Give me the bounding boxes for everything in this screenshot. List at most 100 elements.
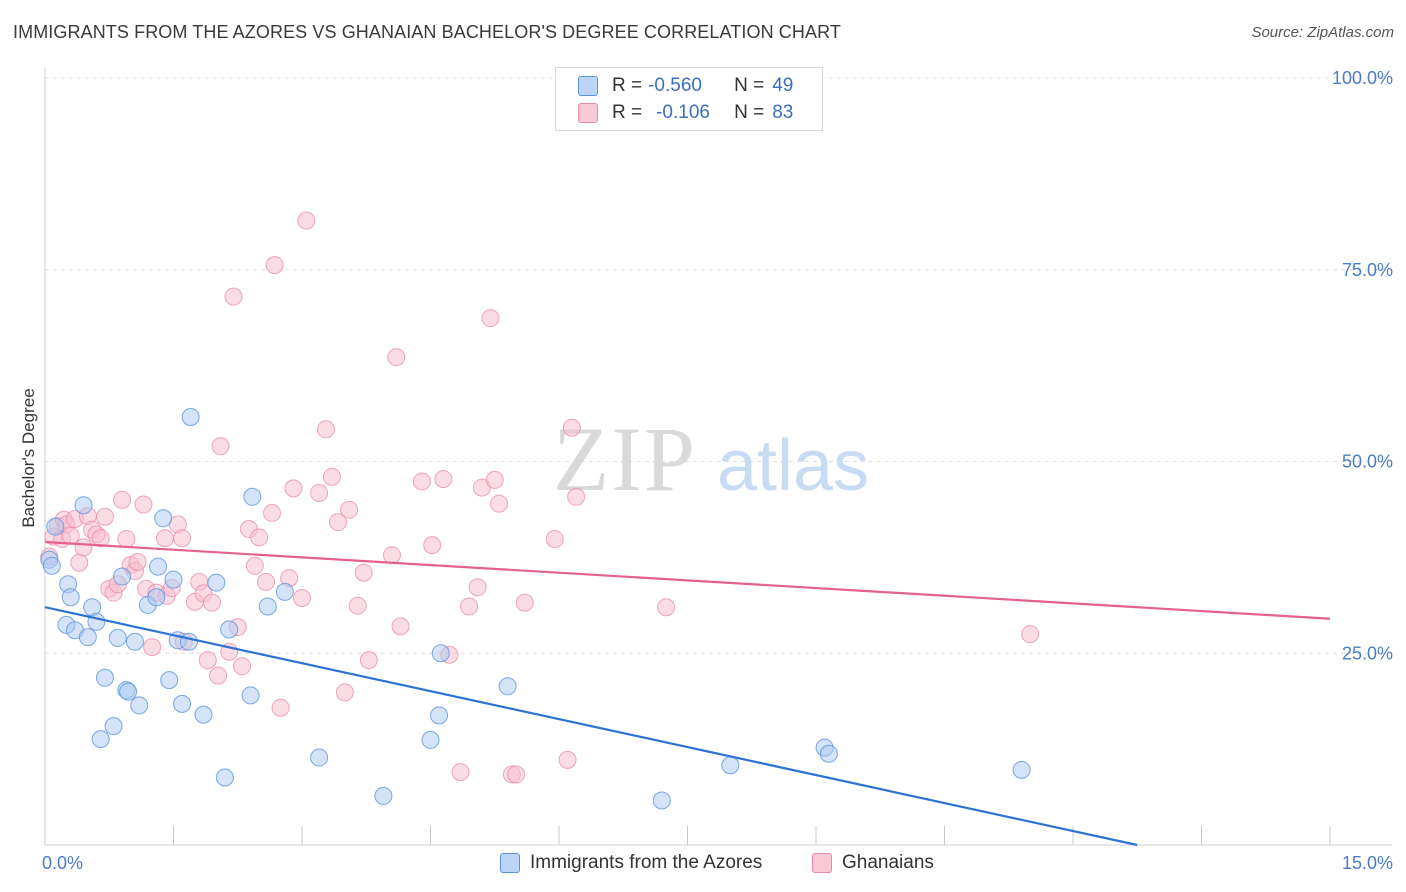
legend-n-label: N = (734, 75, 765, 96)
azores-point (173, 694, 192, 713)
ghanaians-point (95, 507, 114, 526)
ghanaians-point (322, 467, 341, 486)
axes-layer (44, 68, 1392, 846)
ghanaians-point (74, 538, 93, 557)
azores-point (74, 496, 93, 515)
ghanaians-point (340, 500, 359, 519)
azores-point (113, 567, 132, 586)
azores-point (119, 682, 138, 701)
azores-point (125, 632, 144, 651)
ghanaians-point (545, 529, 564, 548)
legend-r-value: -0.106 (656, 102, 710, 123)
ghanaians-point (460, 597, 479, 616)
ghanaians-point (233, 657, 252, 676)
ghanaians-point (423, 536, 442, 555)
azores-point (42, 556, 61, 575)
azores-point (1012, 760, 1031, 779)
ghanaians-point (335, 683, 354, 702)
ghanaians-point (117, 529, 136, 548)
legend-n-value: 49 (772, 75, 794, 96)
ghanaians-point (91, 529, 110, 548)
y-axis-title: Bachelor's Degree (19, 388, 38, 527)
ghanaians-point (271, 698, 290, 717)
azores-point (164, 570, 183, 589)
ghanaians-point (265, 256, 284, 275)
ghanaians-point (391, 617, 410, 636)
ghanaians-point (382, 546, 401, 565)
legend-row-ghanaians: R = -0.106 N = 83 (578, 99, 793, 127)
ghanaians-point (203, 593, 222, 612)
ghanaians-point (198, 651, 217, 670)
ghanaians-point (310, 483, 329, 502)
legend-item-ghanaians: Ghanaians (812, 852, 934, 874)
azores-point (160, 671, 179, 690)
azores-point (258, 597, 277, 616)
ghanaians-point (481, 309, 500, 328)
trend-lines (44, 540, 1331, 847)
azores-point (130, 696, 149, 715)
azores-point (243, 487, 262, 506)
azores-point (374, 786, 393, 805)
ghanaians-point (297, 211, 316, 230)
azores-point (498, 677, 517, 696)
legend-row-azores: R = -0.560 N = 49 (578, 72, 793, 100)
ghanaians-point (451, 763, 470, 782)
ghanaians-point (507, 765, 526, 784)
y-tick-label: 50.0% (1342, 452, 1393, 472)
azores-point (241, 686, 260, 705)
axis-labels: 25.0% 50.0% 75.0% 100.0% 0.0% 15.0% Bachelor's… (19, 68, 1393, 873)
legend-r-label: R = (612, 102, 643, 123)
azores-point (275, 582, 294, 601)
ghanaians-point (515, 593, 534, 612)
azores-point (215, 768, 234, 787)
azores-point (154, 509, 173, 528)
azores-point (421, 730, 440, 749)
legend-n-value: 83 (772, 102, 794, 123)
ghanaians-point (567, 487, 586, 506)
azores-point (108, 628, 127, 647)
azores-points (40, 408, 1031, 810)
azores-point (149, 557, 168, 576)
azores-point (78, 628, 97, 647)
legend-r-label: R = (612, 75, 643, 96)
azores-point (310, 748, 329, 767)
azores-point (91, 730, 110, 749)
ghanaians-point (316, 420, 335, 439)
azores-point (207, 573, 226, 592)
ghanaians-point (155, 529, 174, 548)
y-tick-label: 75.0% (1342, 260, 1393, 280)
azores-point (104, 717, 123, 736)
ghanaians-point (70, 553, 89, 572)
ghanaians-point (387, 348, 406, 367)
source-credit: Source: ZipAtlas.com (1251, 24, 1394, 41)
azores-point (179, 632, 198, 651)
azores-point (46, 517, 65, 536)
legend-swatch-blue (578, 76, 598, 96)
y-tick-label: 25.0% (1342, 643, 1393, 663)
azores-point (721, 756, 740, 775)
ghanaians-point (657, 598, 676, 617)
azores-point (181, 408, 200, 427)
ghanaians-point (245, 556, 264, 575)
azores-point (87, 612, 106, 631)
azores-point (431, 644, 450, 663)
legend-swatch-pink (578, 103, 598, 123)
x-tick-label: 15.0% (1342, 853, 1393, 873)
azores-point (430, 706, 449, 725)
azores-point (95, 668, 114, 687)
legend-swatch-blue (500, 853, 520, 873)
watermark-atlas: atlas (717, 426, 869, 506)
ghanaians-point (1021, 625, 1040, 644)
stats-legend: R = -0.560 N = 49 R = -0.106 N = 83 (555, 67, 823, 131)
azores-point (819, 744, 838, 763)
watermark: ZIP atlas (553, 408, 869, 510)
ghanaians-point (359, 651, 378, 670)
ghanaians-point (224, 287, 243, 306)
ghanaians-point (250, 528, 269, 547)
ghanaians-point (143, 638, 162, 657)
ghanaians-point (354, 563, 373, 582)
ghanaians-point (209, 666, 228, 685)
legend-label-azores: Immigrants from the Azores (530, 852, 763, 873)
ghanaians-point (263, 503, 282, 522)
ghanaians-point (284, 479, 303, 498)
